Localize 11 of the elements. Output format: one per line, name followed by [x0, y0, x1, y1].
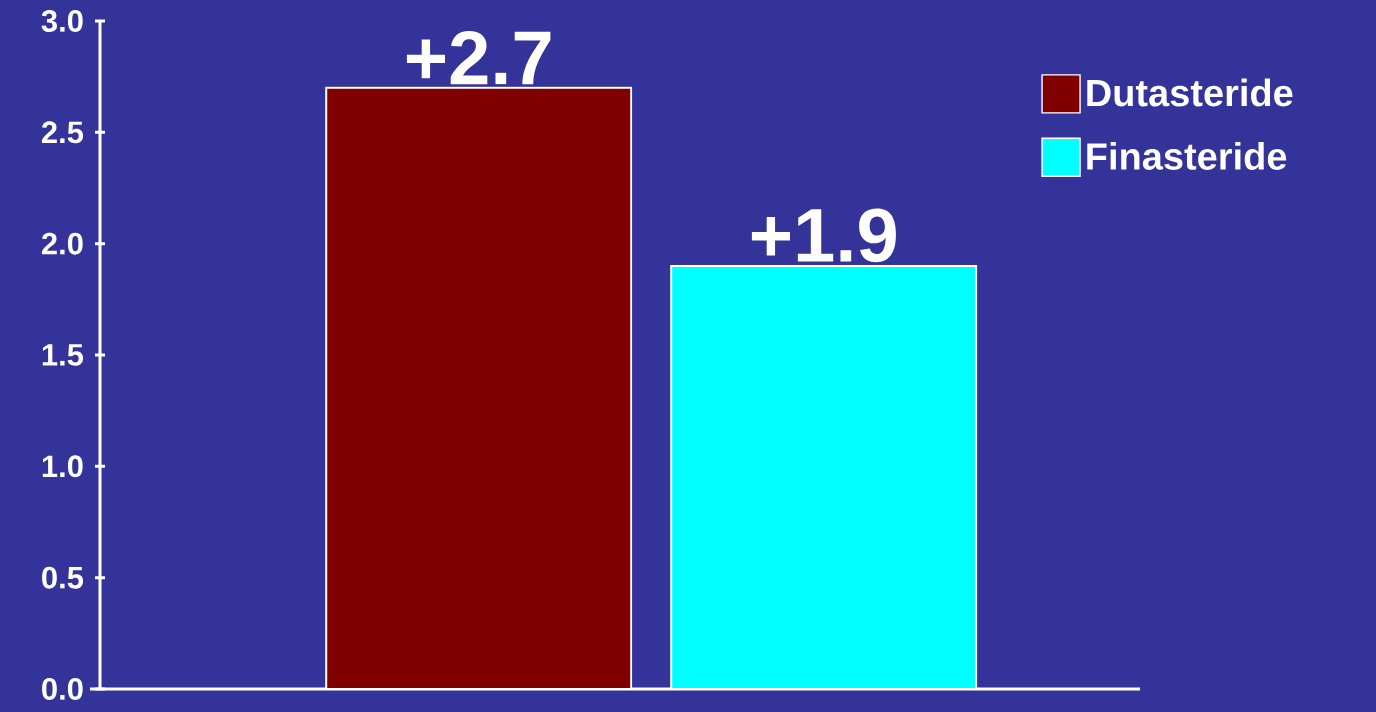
- legend-label: Finasteride: [1087, 141, 1287, 170]
- y-tick-label: 3.0: [41, 10, 83, 32]
- y-tick-label: 1.0: [42, 455, 83, 478]
- data-label: +2.7: [406, 31, 551, 85]
- y-tick-label: 0.5: [42, 566, 84, 589]
- y-tick-label: 0.0: [42, 678, 83, 700]
- y-tick-label: 1.5: [42, 344, 84, 366]
- data-label: +1.9: [751, 208, 896, 263]
- legend-label: Dutasteride: [1087, 78, 1293, 107]
- y-tick-label: 2.5: [41, 121, 84, 144]
- y-tick-label: 2.0: [41, 232, 83, 255]
